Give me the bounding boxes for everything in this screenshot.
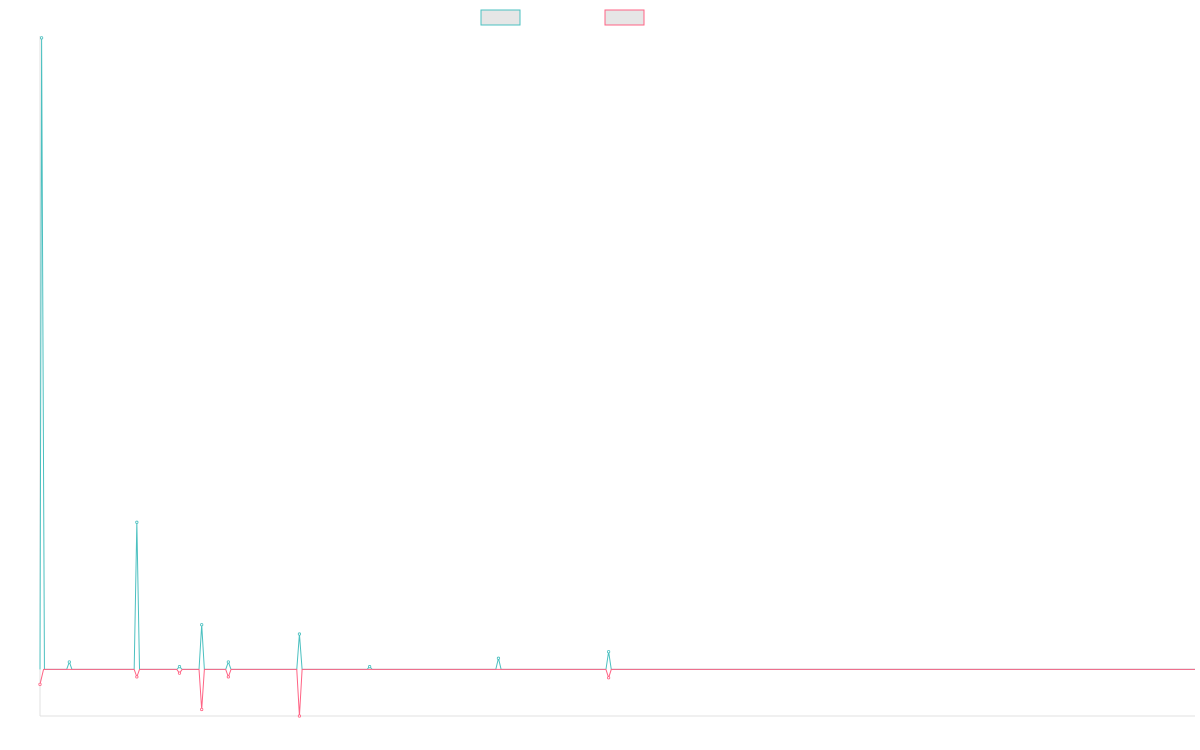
series-1-point [39,36,44,40]
series-1-point [496,656,501,660]
series-2-point [38,682,42,686]
series-1-point [67,660,71,664]
series-1-point [226,660,230,664]
series-2 [38,668,1195,718]
series-2-point [226,675,230,679]
series-1-point [177,665,182,669]
series-layer [38,36,1195,718]
legend-swatch-2 [604,9,645,26]
series-2-point [200,707,204,712]
series-2-point [297,714,302,718]
series-1-point [368,665,372,669]
series-1-point [200,623,204,627]
series-1-point [607,650,611,654]
chart-axes [39,36,1195,717]
series-1-point [135,520,139,524]
series-1 [39,36,1195,670]
series-2-point [135,675,139,679]
legend-swatch-1 [480,9,521,26]
legend [480,9,645,26]
series-2-line [39,668,1195,717]
series-2-point [607,676,611,680]
series-1-point [297,632,302,636]
series-1-line [39,37,1195,670]
series-2-point [177,671,182,675]
